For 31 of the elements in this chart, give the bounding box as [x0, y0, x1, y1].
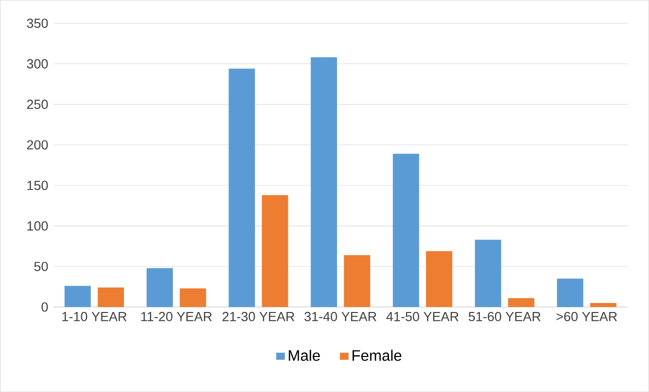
y-tick-label: 100	[27, 221, 48, 230]
y-tick-label: 0	[42, 302, 48, 312]
bar	[146, 268, 173, 307]
y-tick-label: 150	[27, 180, 48, 190]
bar	[392, 154, 420, 307]
bar	[344, 255, 370, 307]
legend-label: Female	[352, 350, 402, 361]
bar	[310, 57, 338, 307]
bar	[98, 287, 124, 307]
x-tick-label: 31-40 YEAR	[304, 312, 376, 322]
x-tick-label: 11-20 YEAR	[141, 312, 212, 322]
x-tick-label: 41-50 YEAR	[386, 312, 458, 322]
bar	[64, 286, 91, 307]
bar	[262, 195, 288, 307]
bar	[180, 288, 206, 307]
x-tick-label: 21-30 YEAR	[222, 312, 294, 322]
y-tick-label: 50	[34, 262, 48, 272]
bar	[590, 302, 616, 307]
x-tick-label: >60 YEAR	[556, 312, 617, 322]
bar	[426, 250, 452, 307]
bar	[508, 298, 534, 307]
y-tick-label: 250	[27, 100, 48, 109]
bar	[474, 240, 502, 307]
bar	[556, 278, 584, 307]
y-tick-label: 350	[26, 18, 48, 28]
x-tick-label: 1-10 YEAR	[62, 312, 127, 322]
bar	[228, 68, 255, 307]
y-tick-label: 200	[27, 140, 48, 150]
y-tick-label: 300	[26, 59, 48, 68]
legend-label: Male	[288, 350, 320, 361]
x-tick-label: 51-60 YEAR	[468, 312, 541, 322]
